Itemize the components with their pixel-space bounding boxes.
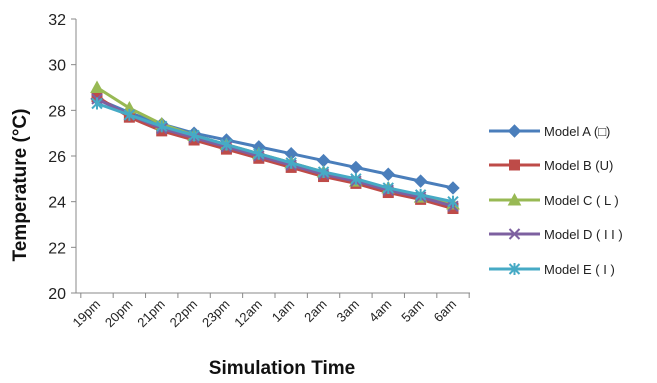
x-tick-label: 2am <box>301 297 329 325</box>
data-point <box>508 263 521 275</box>
legend-label: Model E ( I ) <box>544 262 615 277</box>
legend-item: Model A (□) <box>489 124 610 139</box>
legend-label: Model B (U) <box>544 158 613 173</box>
series-line <box>96 97 454 208</box>
data-point <box>447 195 459 208</box>
data-point <box>123 108 136 121</box>
x-tick-label: 12am <box>231 297 265 331</box>
x-tick-label: 20pm <box>102 297 136 331</box>
legend-item: Model C ( L ) <box>489 192 619 208</box>
x-tick-label: 22pm <box>167 297 201 331</box>
data-point <box>91 97 103 110</box>
y-tick-label: 26 <box>48 149 66 166</box>
series-line <box>96 86 454 206</box>
data-point <box>507 192 522 206</box>
legend-item: Model D ( I I ) <box>489 227 623 242</box>
x-tick-label: 21pm <box>134 297 168 331</box>
y-tick-label: 24 <box>48 195 66 212</box>
legend-label: Model C ( L ) <box>544 193 619 208</box>
data-point <box>253 147 265 160</box>
series-a <box>90 92 460 195</box>
data-point <box>90 80 104 93</box>
x-tick-label: 23pm <box>199 297 233 331</box>
legend-label: Model A (□) <box>544 124 610 139</box>
data-point <box>188 129 200 142</box>
y-tick-label: 28 <box>48 103 66 120</box>
data-point <box>509 159 520 171</box>
series-line <box>96 102 454 204</box>
x-tick-label: 5am <box>398 297 426 325</box>
y-axis-title: Temperature (°C) <box>10 109 31 262</box>
data-point <box>508 228 521 240</box>
y-tick-label: 20 <box>48 286 66 303</box>
data-point <box>317 165 330 178</box>
y-axis: 20 22 24 26 28 30 32 <box>48 12 77 303</box>
y-tick-label: 22 <box>48 240 66 257</box>
data-point <box>156 120 168 133</box>
legend: Model A (□) Model B (U) Model C ( L ) Model… <box>489 124 623 277</box>
data-point <box>381 167 395 181</box>
data-point <box>349 160 363 175</box>
data-point <box>316 153 331 168</box>
y-tick-label: 30 <box>48 58 66 75</box>
x-tick-label: 6am <box>431 297 459 325</box>
series-line <box>96 97 454 190</box>
data-point <box>220 138 233 151</box>
legend-label: Model D ( I I ) <box>544 227 623 242</box>
data-point <box>285 156 297 169</box>
series-b <box>91 91 459 215</box>
x-axis-title: Simulation Time <box>209 358 355 379</box>
x-tick-label: 4am <box>366 297 394 325</box>
series-lines <box>90 80 460 215</box>
data-point <box>350 172 362 185</box>
data-point <box>413 174 428 188</box>
data-point <box>507 124 522 138</box>
y-tick-label: 32 <box>48 12 66 29</box>
legend-item: Model B (U) <box>489 158 613 173</box>
data-point <box>382 181 394 194</box>
data-point <box>414 188 427 201</box>
x-tick-label: 1am <box>269 297 297 325</box>
data-point <box>446 181 460 195</box>
series-d <box>91 93 459 212</box>
legend-item: Model E ( I ) <box>489 262 615 277</box>
x-tick-label: 19pm <box>70 297 104 331</box>
series-e <box>91 97 459 208</box>
x-tick-label: 3am <box>334 297 362 325</box>
